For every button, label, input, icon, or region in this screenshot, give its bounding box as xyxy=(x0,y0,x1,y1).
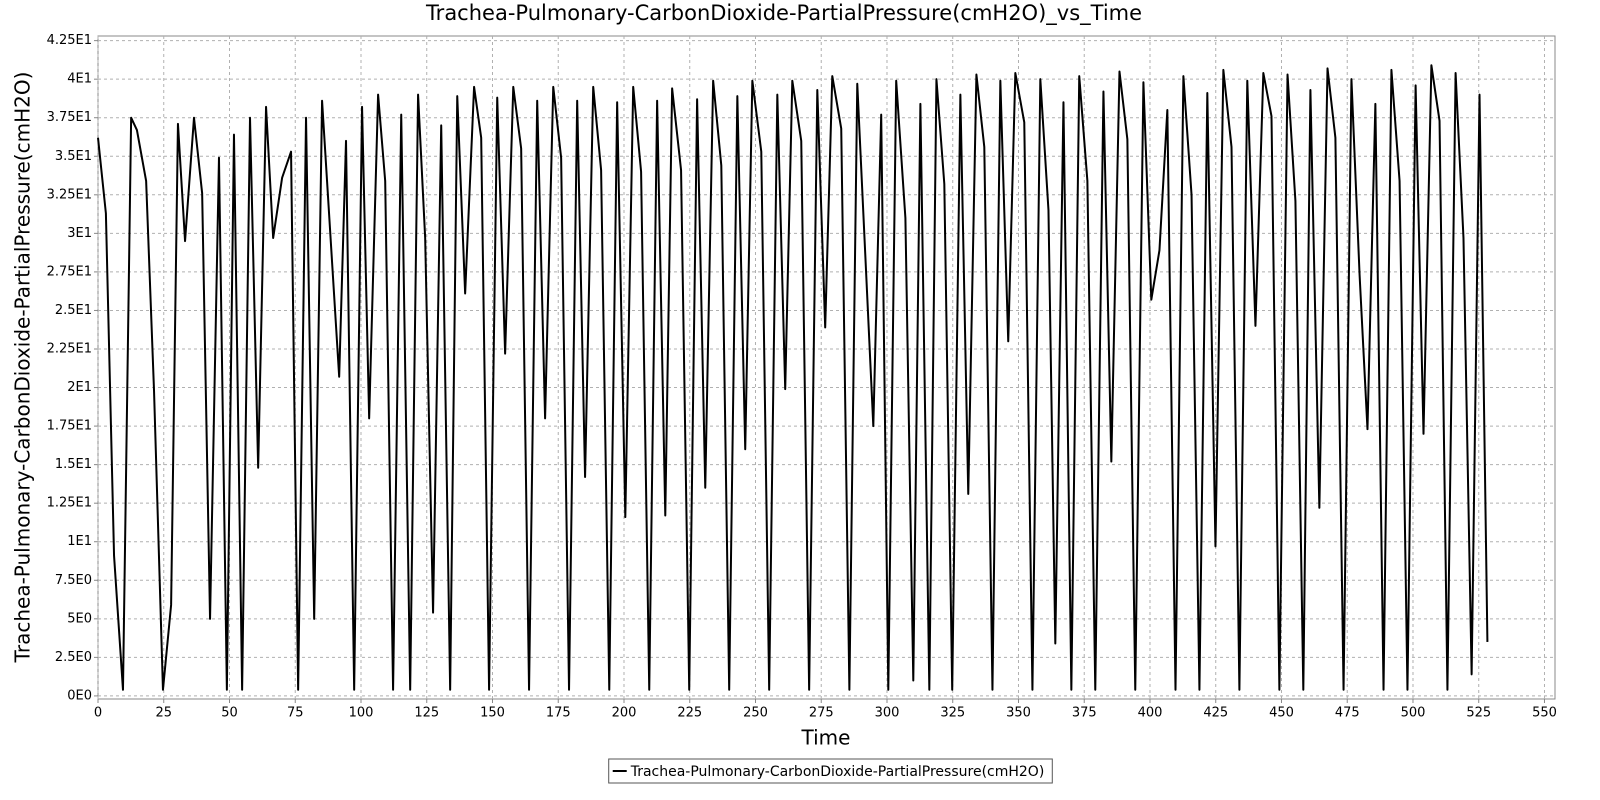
data-line xyxy=(97,64,1489,691)
y-tick-label: 7.5E0 xyxy=(55,573,92,588)
x-tick-label: 200 xyxy=(612,706,637,721)
x-tick-label: 525 xyxy=(1466,706,1491,721)
y-axis-label: Trachea-Pulmonary-CarbonDioxide-PartialP… xyxy=(11,72,35,664)
x-tick-label: 425 xyxy=(1203,706,1228,721)
x-tick-label: 150 xyxy=(480,706,505,721)
y-tick-label: 2.25E1 xyxy=(47,341,92,356)
y-tick-label: 3.75E1 xyxy=(47,110,92,125)
y-tick-label: 4E1 xyxy=(67,72,92,87)
y-tick-label: 1.25E1 xyxy=(47,496,92,511)
plot-area xyxy=(97,35,1556,700)
y-tick-label: 1.75E1 xyxy=(47,419,92,434)
x-tick-label: 550 xyxy=(1532,706,1557,721)
y-tick-label: 2.75E1 xyxy=(47,264,92,279)
x-tick-label: 375 xyxy=(1072,706,1097,721)
x-tick-label: 250 xyxy=(743,706,768,721)
x-tick-label: 225 xyxy=(677,706,702,721)
x-tick-label: 25 xyxy=(155,706,172,721)
x-tick-label: 500 xyxy=(1401,706,1426,721)
x-tick-label: 0 xyxy=(94,706,102,721)
y-tick-label: 2.5E1 xyxy=(55,303,92,318)
legend: Trachea-Pulmonary-CarbonDioxide-PartialP… xyxy=(608,758,1053,784)
y-tick-label: 2E1 xyxy=(67,380,92,395)
x-tick-label: 400 xyxy=(1138,706,1163,721)
chart-title: Trachea-Pulmonary-CarbonDioxide-PartialP… xyxy=(425,1,1142,26)
x-tick-label: 450 xyxy=(1269,706,1294,721)
x-tick-label: 50 xyxy=(221,706,238,721)
x-axis-label: Time xyxy=(801,726,851,750)
x-tick-label: 75 xyxy=(287,706,304,721)
y-tick-label: 4.25E1 xyxy=(47,33,92,48)
x-tick-label: 325 xyxy=(940,706,965,721)
x-tick-label: 350 xyxy=(1006,706,1031,721)
y-tick-label: 5E0 xyxy=(67,611,92,626)
y-tick-label: 1E1 xyxy=(67,534,92,549)
x-tick-label: 100 xyxy=(349,706,374,721)
y-tick-label: 3.5E1 xyxy=(55,149,92,164)
x-tick-label: 275 xyxy=(809,706,834,721)
y-tick-label: 2.5E0 xyxy=(55,650,92,665)
x-tick-label: 300 xyxy=(875,706,900,721)
x-tick-label: 175 xyxy=(546,706,571,721)
x-tick-label: 475 xyxy=(1335,706,1360,721)
y-tick-label: 3.25E1 xyxy=(47,187,92,202)
legend-label: Trachea-Pulmonary-CarbonDioxide-PartialP… xyxy=(630,764,1045,780)
legend-box xyxy=(608,758,1053,784)
y-tick-label: 0E0 xyxy=(67,688,92,703)
y-tick-label: 1.5E1 xyxy=(55,457,92,472)
x-tick-label: 125 xyxy=(414,706,439,721)
y-tick-label: 3E1 xyxy=(67,226,92,241)
